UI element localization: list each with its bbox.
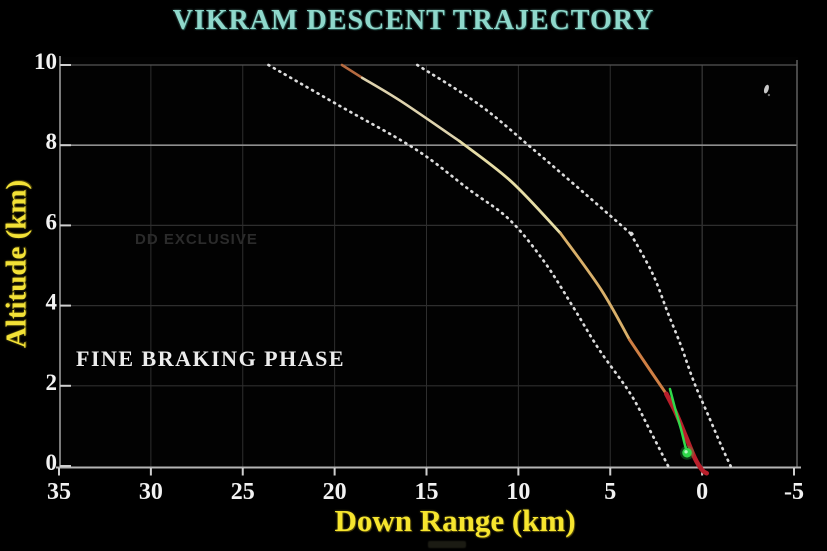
actual-trajectory-segment bbox=[663, 391, 710, 476]
actual-trajectory-segment bbox=[458, 139, 563, 235]
x-axis-title: Down Range (km) bbox=[334, 503, 576, 538]
y-axis-title: Altitude (km) bbox=[0, 179, 33, 349]
x-tick-label: 35 bbox=[47, 479, 71, 505]
actual-trajectory-segment bbox=[340, 63, 364, 80]
y-tick-label: 4 bbox=[46, 290, 58, 315]
fine-print-smudge bbox=[428, 541, 466, 548]
channel-watermark: DD EXCLUSIVE bbox=[135, 231, 258, 248]
actual-trajectory-segment bbox=[360, 76, 461, 143]
x-tick-label: 5 bbox=[604, 479, 616, 505]
plot-area bbox=[60, 57, 798, 468]
y-tick-label: 2 bbox=[46, 370, 58, 395]
actual-trajectory-segment bbox=[559, 232, 631, 342]
phase-annotation: FINE BRAKING PHASE bbox=[76, 346, 346, 371]
actual-trajectory-segment bbox=[628, 338, 668, 396]
endpoint-highlight bbox=[684, 450, 688, 454]
planned-corridor-left bbox=[267, 63, 670, 468]
lander-icon bbox=[763, 84, 769, 94]
x-tick-label: 15 bbox=[415, 479, 439, 505]
x-tick-label: 20 bbox=[323, 479, 347, 505]
y-tick-label: 6 bbox=[46, 209, 58, 234]
planned-corridor-right bbox=[415, 63, 732, 468]
x-tick-label: 0 bbox=[696, 479, 708, 505]
x-tick-label: 30 bbox=[139, 479, 163, 505]
page-title: VIKRAM DESCENT TRAJECTORY bbox=[172, 5, 655, 36]
y-tick-label: 0 bbox=[46, 450, 58, 475]
y-tick-label: 10 bbox=[34, 49, 57, 74]
lander-icon bbox=[767, 93, 771, 97]
deviation-branch bbox=[668, 387, 689, 455]
y-tick-label: 8 bbox=[46, 129, 58, 154]
x-tick-label: 25 bbox=[231, 479, 255, 505]
x-tick-label: -5 bbox=[784, 479, 804, 505]
x-tick-label: 10 bbox=[506, 479, 530, 505]
